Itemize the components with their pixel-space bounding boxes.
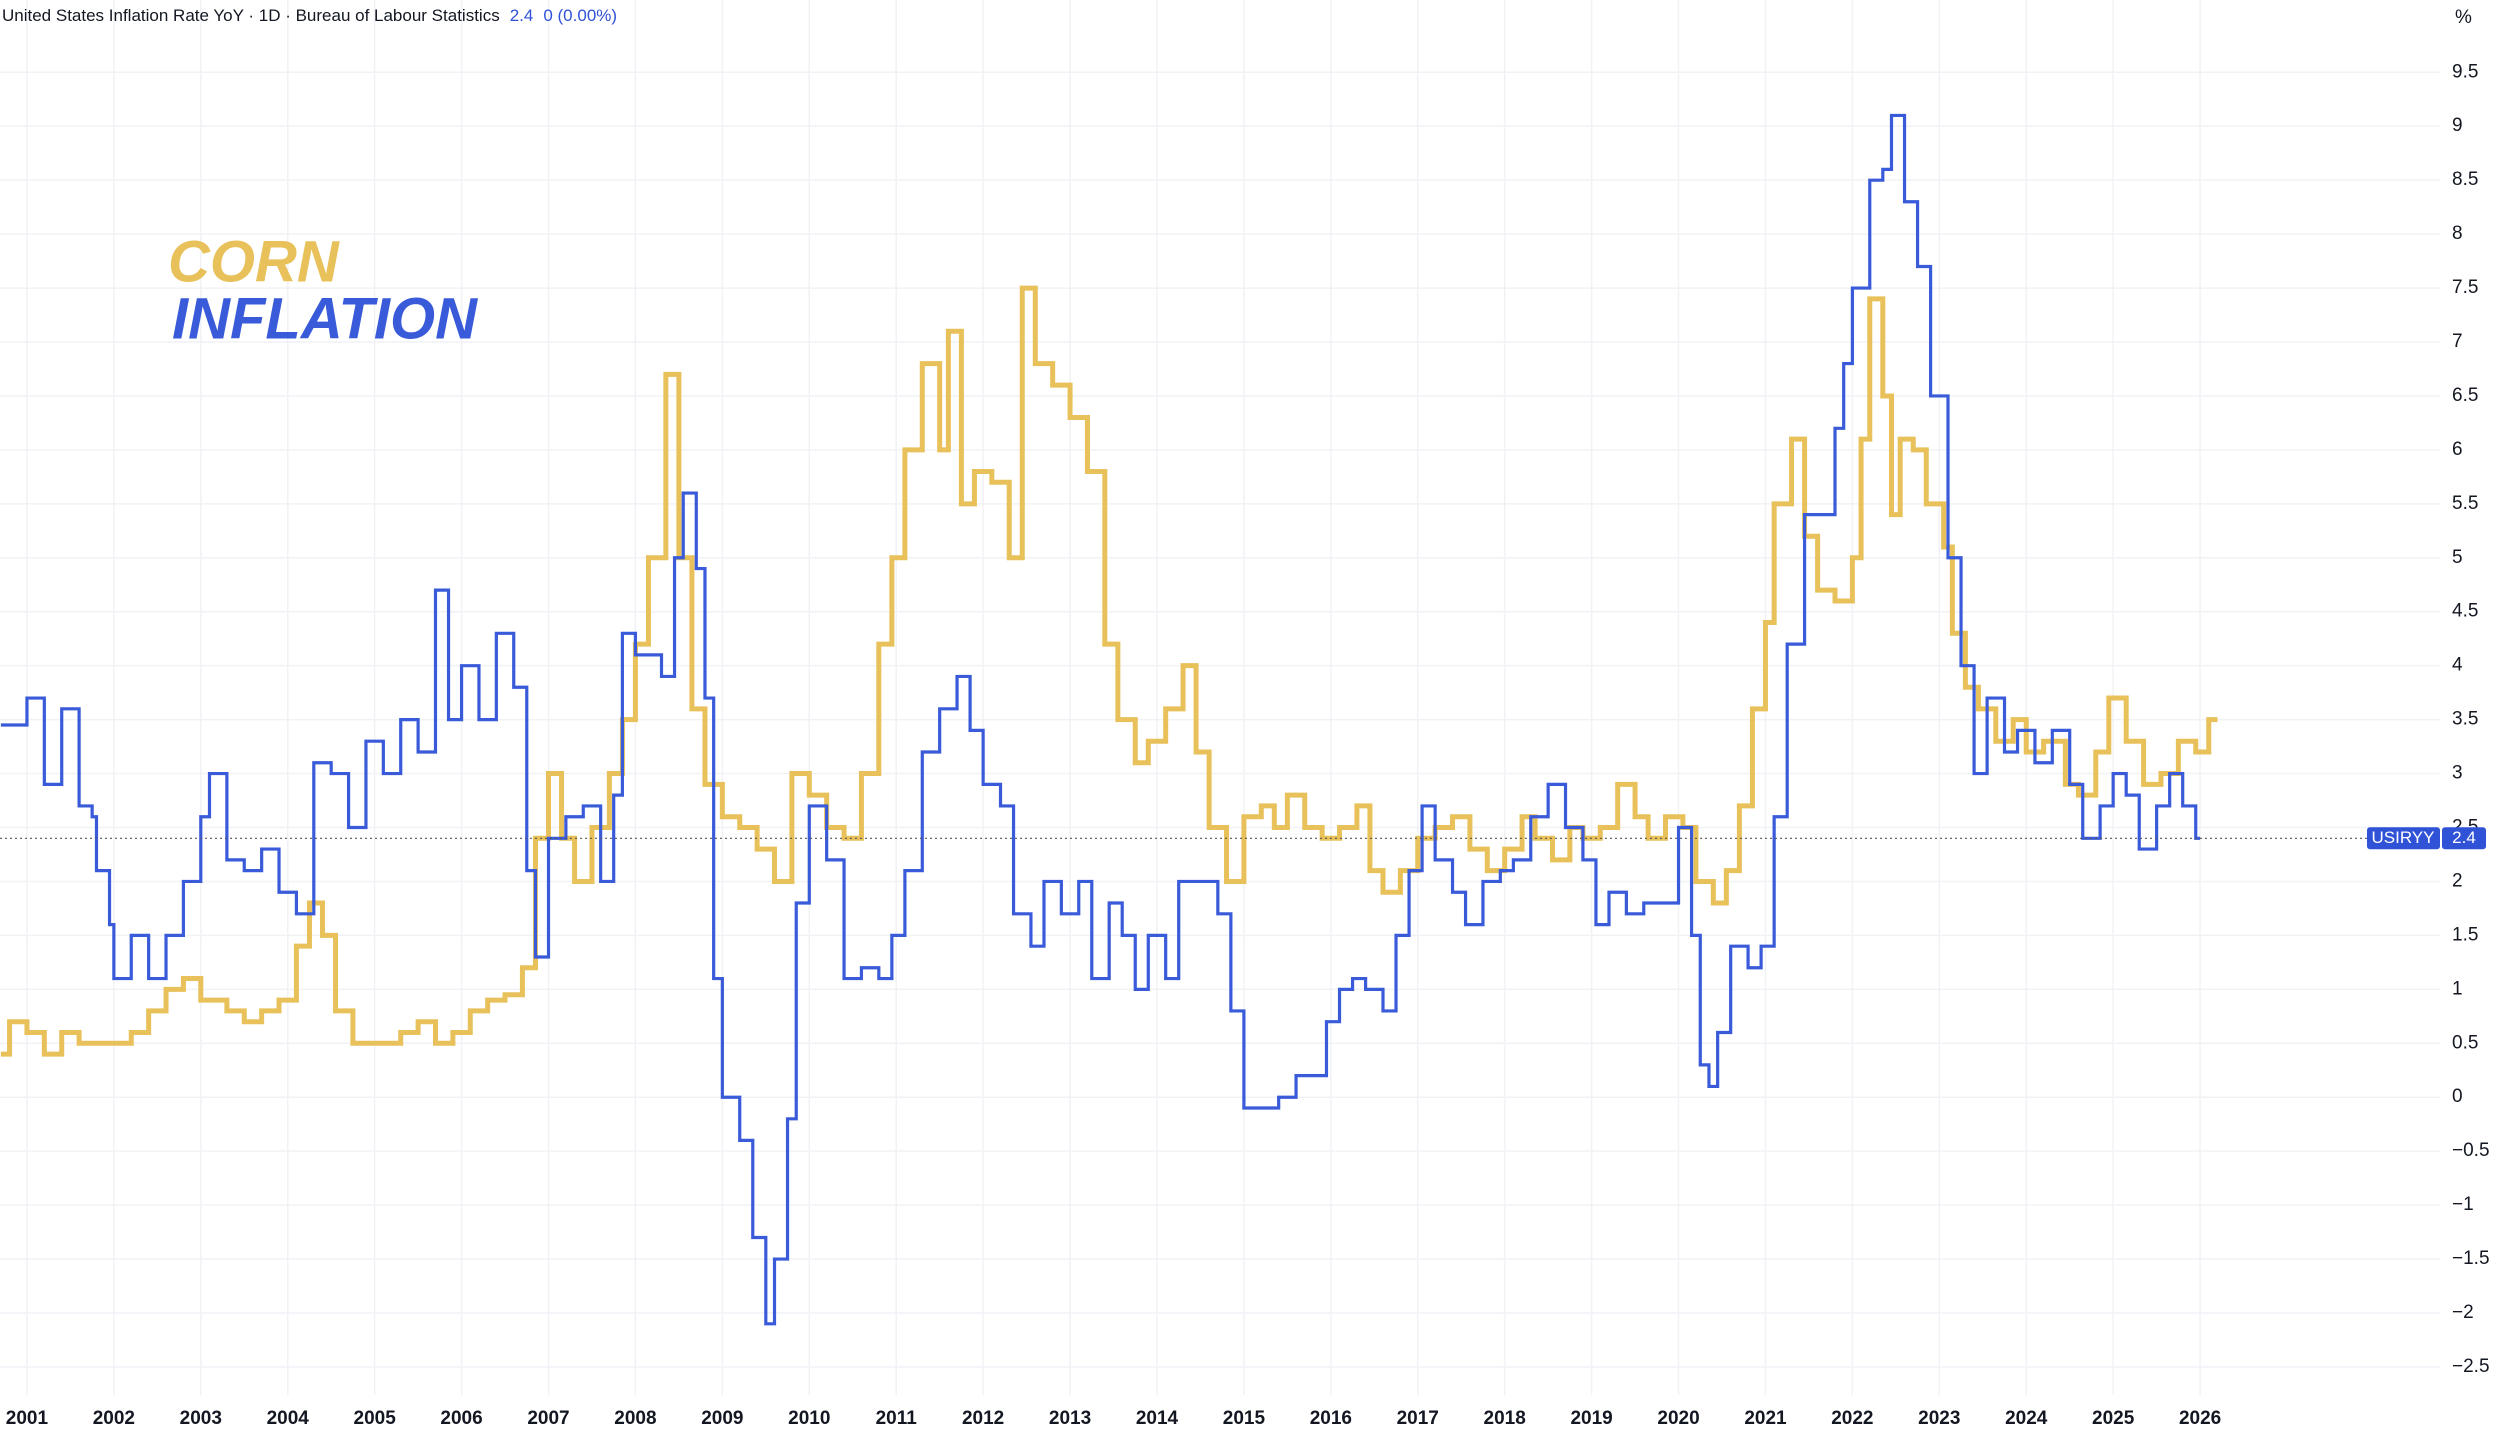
y-tick-label: 3 [2452,763,2463,784]
x-tick-label: 2006 [440,1408,482,1429]
x-tick-label: 2010 [788,1408,830,1429]
x-tick-label: 2014 [1136,1408,1179,1429]
x-tick-label: 2013 [1049,1408,1091,1429]
y-tick-label: −1 [2452,1194,2474,1215]
x-tick-label: 2021 [1744,1408,1787,1429]
y-tick-label: 4 [2452,655,2463,676]
y-tick-label: 1 [2452,978,2463,999]
y-tick-label: −1.5 [2452,1248,2490,1269]
y-tick-label: −0.5 [2452,1140,2490,1161]
y-tick-label: 8 [2452,223,2463,244]
legend-corn: CORN [168,229,340,294]
series-line [0,113,2201,1326]
x-tick-label: 2025 [2092,1408,2135,1429]
y-tick-label: 6.5 [2452,385,2478,406]
y-tick-label: 5.5 [2452,493,2478,514]
price-badge [2442,827,2486,850]
price-label: 2.4 [2452,828,2476,847]
grid [0,0,2440,1395]
y-tick-label: 9.5 [2452,61,2478,82]
x-tick-label: 2005 [354,1408,397,1429]
x-tick-label: 2004 [267,1408,310,1429]
x-tick-label: 2003 [180,1408,222,1429]
x-tick-label: 2018 [1484,1408,1526,1429]
x-tick-label: 2026 [2179,1408,2221,1429]
x-tick-label: 2024 [2005,1408,2048,1429]
plot-area [0,113,2218,1326]
y-tick-label: 3.5 [2452,709,2478,730]
x-tick-label: 2015 [1223,1408,1266,1429]
unit-label: % [2455,7,2472,28]
y-tick-label: −2 [2452,1302,2474,1323]
y-tick-label: 4.5 [2452,601,2478,622]
x-tick-label: 2020 [1657,1408,1699,1429]
y-tick-label: 5 [2452,547,2463,568]
y-tick-label: −2.5 [2452,1356,2490,1377]
y-tick-label: 6 [2452,439,2463,460]
x-tick-label: 2002 [93,1408,135,1429]
header-change: 0 (0.00%) [543,6,617,25]
y-tick-label: 2 [2452,870,2463,891]
header-value: 2.4 [510,6,534,25]
y-tick-label: 7.5 [2452,277,2478,298]
y-tick-label: 1.5 [2452,924,2478,945]
y-tick-label: 9 [2452,115,2463,136]
x-tick-label: 2023 [1918,1408,1960,1429]
header-title: United States Inflation Rate YoY · 1D · … [2,6,500,25]
y-tick-label: 7 [2452,331,2463,352]
x-tick-label: 2008 [614,1408,656,1429]
x-tick-label: 2011 [876,1408,918,1429]
x-tick-label: 2017 [1397,1408,1439,1429]
y-tick-label: 0 [2452,1086,2463,1107]
x-tick-label: 2016 [1310,1408,1352,1429]
x-tick-label: 2019 [1570,1408,1612,1429]
x-tick-label: 2009 [701,1408,743,1429]
y-tick-label: 8.5 [2452,169,2478,190]
header: United States Inflation Rate YoY · 1D · … [2,6,617,25]
x-tick-label: 2007 [527,1408,569,1429]
axes: −2.5−2−1.5−1−0.500.511.522.533.544.555.5… [0,61,2490,1429]
x-tick-label: 2012 [962,1408,1004,1429]
x-tick-label: 2022 [1831,1408,1873,1429]
series-line [0,285,2218,1057]
x-tick-label: 2001 [6,1408,49,1429]
y-tick-label: 0.5 [2452,1032,2478,1053]
symbol-badge [2367,827,2440,850]
legend-inflation: INFLATION [172,286,478,351]
symbol-label: USIRYY [2372,828,2435,847]
